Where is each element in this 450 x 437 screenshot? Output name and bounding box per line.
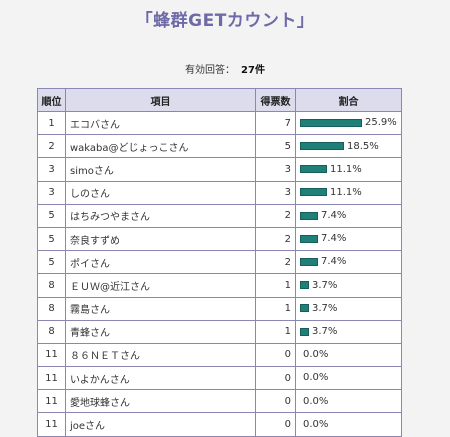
table-row: 5 はちみつやまさん 2 7.4% [37, 203, 402, 228]
summary-count: 27件 [241, 65, 265, 76]
page-title: 「蜂群GETカウント」 [135, 11, 315, 31]
item-cell: しのさん [65, 180, 256, 205]
votes-cell: 5 [255, 134, 296, 159]
ratio-cell: 7.4% [295, 250, 402, 275]
table-row: 5 ポイさん 2 7.4% [37, 250, 402, 275]
votes-cell: 3 [255, 157, 296, 182]
votes-cell: 1 [255, 319, 296, 344]
rank-cell: 3 [37, 157, 66, 182]
ratio-cell: 3.7% [295, 273, 402, 298]
votes-cell: 0 [255, 389, 296, 414]
table-header-row: 順位 項目 得票数 割合 [37, 88, 402, 112]
table-row: 11 ８６ＮＥＴさん 0 0.0% [37, 342, 402, 368]
rank-cell: 8 [37, 296, 66, 321]
rank-cell: 3 [37, 180, 66, 205]
ratio-percent: 11.1% [330, 163, 362, 175]
table-row: 8 霧島さん 1 3.7% [37, 296, 402, 321]
item-cell: 愛地球蜂さん [65, 389, 256, 414]
votes-cell: 3 [255, 180, 296, 205]
rank-cell: 8 [37, 319, 66, 344]
rank-cell: 5 [37, 203, 66, 228]
ratio-bar [300, 165, 327, 174]
ratio-bar [300, 118, 362, 127]
votes-cell: 2 [255, 203, 296, 228]
table-row: 8 青蜂さん 1 3.7% [37, 319, 402, 344]
item-cell: simoさん [65, 157, 256, 182]
item-cell: エコバさん [65, 110, 256, 136]
ratio-cell: 7.4% [295, 226, 402, 252]
item-cell: ポイさん [65, 250, 256, 275]
ratio-cell: 0.0% [295, 342, 402, 368]
rank-cell: 11 [37, 366, 66, 391]
rank-cell: 11 [37, 389, 66, 414]
ratio-percent: 0.0% [303, 418, 329, 430]
ratio-percent: 3.7% [312, 302, 338, 314]
header-ratio: 割合 [295, 88, 402, 112]
item-cell: 青蜂さん [65, 319, 256, 344]
item-cell: ８６ＮＥＴさん [65, 342, 256, 368]
ratio-percent: 0.0% [303, 395, 329, 407]
ratio-cell: 0.0% [295, 389, 402, 414]
rank-cell: 5 [37, 226, 66, 252]
table-row: 11 いよかんさん 0 0.0% [37, 366, 402, 391]
ratio-percent: 7.4% [321, 233, 347, 245]
votes-cell: 2 [255, 226, 296, 252]
summary-label: 有効回答： [185, 65, 236, 76]
votes-cell: 2 [255, 250, 296, 275]
ratio-bar [300, 142, 344, 151]
ratio-percent: 3.7% [312, 326, 338, 338]
ratio-bar [300, 304, 309, 313]
item-cell: wakaba@どじょっこさん [65, 134, 256, 159]
table-row: 3 しのさん 3 11.1% [37, 180, 402, 205]
votes-cell: 7 [255, 110, 296, 136]
table-row: 11 愛地球蜂さん 0 0.0% [37, 389, 402, 414]
ratio-cell: 3.7% [295, 319, 402, 344]
header-item: 項目 [65, 88, 256, 112]
table-row: 1 エコバさん 7 25.9% [37, 110, 402, 136]
ratio-percent: 18.5% [347, 140, 379, 152]
votes-cell: 1 [255, 273, 296, 298]
ratio-percent: 0.0% [303, 349, 329, 361]
rank-cell: 11 [37, 342, 66, 368]
ratio-bar [300, 188, 327, 197]
header-votes: 得票数 [255, 88, 296, 112]
ratio-cell: 11.1% [295, 157, 402, 182]
votes-cell: 1 [255, 296, 296, 321]
item-cell: 霧島さん [65, 296, 256, 321]
rank-cell: 1 [37, 110, 66, 136]
ratio-bar [300, 234, 318, 243]
votes-cell: 0 [255, 366, 296, 391]
ratio-percent: 25.9% [365, 117, 397, 129]
ratio-bar [300, 327, 309, 336]
results-table: 順位 項目 得票数 割合 1 エコバさん 7 25.9% 2 wakaba@どじょっこさん… [37, 88, 402, 437]
ratio-bar [300, 257, 318, 266]
ratio-bar [300, 211, 318, 220]
ratio-cell: 3.7% [295, 296, 402, 321]
ratio-percent: 0.0% [303, 372, 329, 384]
item-cell: ＥＵＷ@近江さん [65, 273, 256, 298]
rank-cell: 5 [37, 250, 66, 275]
rank-cell: 2 [37, 134, 66, 159]
item-cell: 奈良すずめ [65, 226, 256, 252]
header-rank: 順位 [37, 88, 66, 112]
ratio-cell: 18.5% [295, 134, 402, 159]
item-cell: いよかんさん [65, 366, 256, 391]
response-summary: 有効回答： 27件 [0, 61, 450, 76]
ratio-percent: 11.1% [330, 186, 362, 198]
table-row: 2 wakaba@どじょっこさん 5 18.5% [37, 134, 402, 159]
ratio-cell: 7.4% [295, 203, 402, 228]
ratio-percent: 7.4% [321, 256, 347, 268]
ratio-percent: 3.7% [312, 279, 338, 291]
ratio-cell: 0.0% [295, 366, 402, 391]
table-row: 5 奈良すずめ 2 7.4% [37, 226, 402, 252]
ratio-cell: 25.9% [295, 110, 402, 136]
table-row: 8 ＥＵＷ@近江さん 1 3.7% [37, 273, 402, 298]
votes-cell: 0 [255, 342, 296, 368]
ratio-bar [300, 281, 309, 290]
table-row: 3 simoさん 3 11.1% [37, 157, 402, 182]
rank-cell: 8 [37, 273, 66, 298]
item-cell: はちみつやまさん [65, 203, 256, 228]
ratio-percent: 7.4% [321, 210, 347, 222]
ratio-cell: 11.1% [295, 180, 402, 205]
